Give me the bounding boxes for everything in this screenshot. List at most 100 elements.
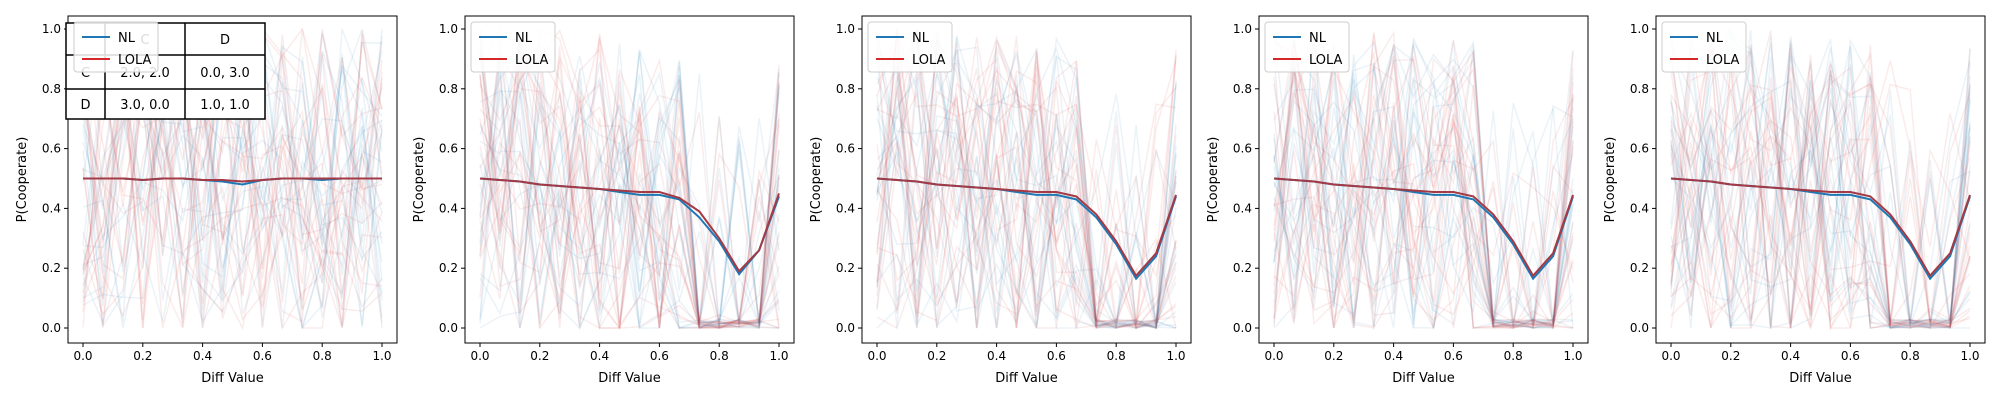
- trial-line-lola: [1273, 46, 1574, 289]
- trial-line-nl: [1670, 43, 1971, 329]
- y-tick-label: 1.0: [836, 22, 855, 36]
- x-tick-label: 1.0: [1960, 349, 1979, 363]
- payoff-cell: 1.0, 1.0: [200, 98, 250, 113]
- y-tick-label: 0.8: [439, 82, 458, 96]
- trial-line-nl: [876, 57, 1177, 329]
- trial-line-nl: [1670, 63, 1971, 330]
- trial-line-lola: [82, 36, 383, 318]
- x-tick-label: 1.0: [372, 349, 391, 363]
- trial-line-lola: [82, 31, 383, 312]
- plot-frame: [67, 15, 398, 344]
- trial-line-nl: [876, 128, 1177, 330]
- trial-line-lola: [479, 55, 780, 329]
- x-tick-label: 1.0: [769, 349, 788, 363]
- trial-line-nl: [876, 46, 1177, 320]
- payoff-row-label: C: [81, 66, 90, 81]
- trial-line-nl: [479, 55, 780, 330]
- series-line-lola: [1273, 177, 1574, 278]
- trial-line-nl: [1670, 39, 1971, 330]
- trial-line-lola: [876, 31, 1177, 330]
- trial-line-lola: [479, 117, 780, 329]
- y-tick-label: 1.0: [1630, 22, 1649, 36]
- trial-line-nl: [876, 54, 1177, 329]
- y-tick-label: 0.4: [1630, 201, 1649, 215]
- trial-line-lola: [479, 52, 780, 329]
- trial-line-lola: [479, 54, 780, 331]
- trial-line-nl: [876, 31, 1177, 329]
- trial-line-nl: [1273, 62, 1574, 329]
- trial-line-nl: [479, 60, 780, 329]
- trial-line-lola: [82, 28, 383, 329]
- trial-line-nl: [479, 78, 780, 329]
- legend-label-nl: NL: [1706, 31, 1724, 46]
- y-axis-label: P(Cooperate): [15, 137, 30, 223]
- trial-line-lola: [1670, 74, 1971, 329]
- trial-line-nl: [1273, 35, 1574, 329]
- trial-line-lola: [1670, 83, 1971, 329]
- trial-line-nl: [479, 60, 780, 325]
- trial-line-nl: [876, 40, 1177, 329]
- trial-line-nl: [876, 30, 1177, 329]
- trial-line-nl: [1273, 48, 1574, 329]
- y-tick-label: 0.0: [836, 321, 855, 335]
- trial-line-nl: [82, 28, 383, 329]
- chart-panel-3: 0.0 0.2 0.4 0.6 0.8 1.0 0.0 0.2 0.4 0.6 0.8 1.0 Diff…: [809, 15, 1192, 386]
- trial-line-nl: [1273, 43, 1574, 324]
- trial-line-lola: [1273, 39, 1574, 329]
- trial-line-nl: [876, 108, 1177, 329]
- trial-line-lola: [479, 122, 780, 331]
- y-axis-label: P(Cooperate): [412, 137, 427, 223]
- trial-line-nl: [1273, 28, 1574, 324]
- y-axis-label: P(Cooperate): [1206, 137, 1221, 223]
- trial-line-nl: [1670, 45, 1971, 329]
- trial-line-lola: [876, 37, 1177, 329]
- trial-line-nl: [479, 79, 780, 329]
- trial-line-lola: [1670, 86, 1971, 327]
- trial-line-lola: [876, 26, 1177, 329]
- trial-line-lola: [876, 34, 1177, 329]
- trial-line-lola: [876, 39, 1177, 329]
- x-tick-label: 0.2: [927, 349, 946, 363]
- trial-line-lola: [1273, 34, 1574, 329]
- series-line-lola: [876, 177, 1177, 278]
- payoff-cell: 0.0, 3.0: [200, 66, 250, 81]
- trial-line-lola: [876, 28, 1177, 329]
- x-tick-label: 0.0: [1661, 349, 1680, 363]
- y-tick-label: 0.2: [439, 261, 458, 275]
- trial-line-lola: [876, 41, 1177, 329]
- trial-line-nl: [1273, 40, 1574, 323]
- y-tick-label: 0.2: [836, 261, 855, 275]
- series-line-lola: [83, 177, 382, 183]
- trial-line-lola: [1670, 29, 1971, 329]
- y-tick-label: 0.6: [439, 142, 458, 156]
- plot-area: [1273, 28, 1574, 331]
- y-tick-label: 0.0: [1630, 321, 1649, 335]
- trial-line-lola: [479, 105, 780, 331]
- trial-line-nl: [1273, 75, 1574, 329]
- x-tick-label: 0.6: [253, 349, 272, 363]
- trial-line-lola: [479, 60, 780, 328]
- x-tick-label: 0.0: [470, 349, 489, 363]
- trial-line-lola: [479, 67, 780, 329]
- trial-line-lola: [1273, 30, 1574, 331]
- trial-line-nl: [876, 36, 1177, 329]
- trial-line-nl: [1670, 35, 1971, 325]
- trial-line-nl: [1670, 88, 1971, 329]
- chart-panel-2: 0.0 0.2 0.4 0.6 0.8 1.0 0.0 0.2 0.4 0.6 0.8 1.0 Diff…: [412, 15, 795, 386]
- y-tick-label: 1.0: [439, 22, 458, 36]
- trial-line-lola: [1670, 62, 1971, 329]
- payoff-col-header: D: [220, 33, 230, 48]
- trial-line-lola: [876, 66, 1177, 327]
- trial-line-nl: [1670, 47, 1971, 329]
- trial-line-lola: [1273, 40, 1574, 329]
- trial-line-lola: [1273, 67, 1574, 330]
- trial-line-nl: [82, 40, 383, 329]
- x-tick-label: 0.4: [1781, 349, 1800, 363]
- x-tick-label: 0.4: [590, 349, 609, 363]
- x-tick-label: 0.6: [1444, 349, 1463, 363]
- y-axis-label: P(Cooperate): [1603, 137, 1618, 223]
- trial-line-nl: [82, 29, 383, 301]
- trial-line-lola: [479, 94, 780, 330]
- x-tick-label: 0.2: [133, 349, 152, 363]
